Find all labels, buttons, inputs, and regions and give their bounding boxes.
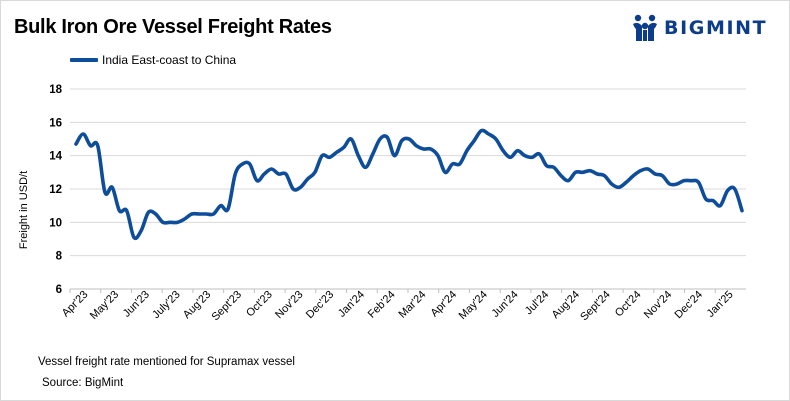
x-tick-label: Jan'25 <box>705 289 736 320</box>
y-tick-label: 16 <box>49 117 62 129</box>
y-tick-label: 8 <box>56 251 63 263</box>
series-line-0 <box>74 128 744 241</box>
x-tick-label: Dec'24 <box>673 289 705 321</box>
x-tick-label: Apr'24 <box>428 289 459 320</box>
source-line: Source: BigMint <box>42 377 124 389</box>
x-tick-label: Nov'24 <box>642 289 674 321</box>
x-tick-label: Jun'23 <box>121 289 152 320</box>
y-tick-label: 10 <box>49 217 62 229</box>
x-tick-label: Oct'24 <box>613 289 644 320</box>
x-tick-label: Apr'23 <box>60 289 91 320</box>
x-tick-label: Jun'24 <box>489 289 520 320</box>
bigmint-logo-icon <box>633 14 657 41</box>
x-tick-label: Jan'24 <box>336 289 367 320</box>
y-tick-label: 18 <box>49 84 62 96</box>
x-tick-label: Sept'24 <box>578 289 613 324</box>
x-tick-label: Jul'24 <box>523 289 552 318</box>
legend-swatch <box>70 58 98 62</box>
x-tick-label: May'24 <box>457 289 490 322</box>
legend: India East-coast to China <box>70 53 236 67</box>
x-tick-label: Feb'24 <box>366 289 398 321</box>
x-tick-label: Nov'23 <box>273 289 305 321</box>
brand-name: BIGMINT <box>664 17 768 39</box>
x-tick-label: Aug'24 <box>550 289 582 321</box>
x-tick-label: Sept'23 <box>209 289 244 324</box>
y-tick-label: 6 <box>56 284 62 296</box>
x-tick-label: May'23 <box>88 289 121 322</box>
y-tick-label: 12 <box>49 184 62 196</box>
y-tick-label: 14 <box>49 151 62 163</box>
x-tick-label: Oct'23 <box>244 289 275 320</box>
x-tick-label: Aug'23 <box>181 289 213 321</box>
brand-logo: BIGMINT <box>632 12 767 44</box>
legend-label: India East-coast to China <box>102 53 237 67</box>
chart-title: Bulk Iron Ore Vessel Freight Rates <box>14 16 332 38</box>
x-tick-label: Mar'24 <box>396 289 428 321</box>
x-tick-label: Dec'23 <box>304 289 336 321</box>
x-tick-label: July'23 <box>150 289 182 321</box>
footnote: Vessel freight rate mentioned for Supram… <box>38 356 295 368</box>
